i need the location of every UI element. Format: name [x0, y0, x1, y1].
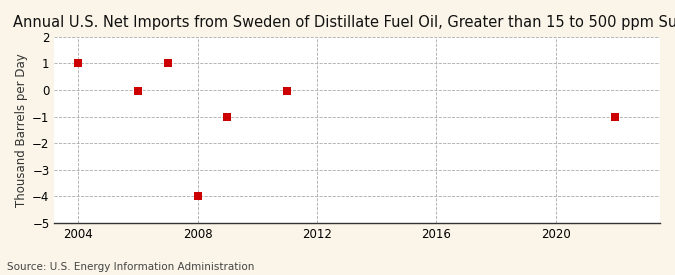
Point: [163, 61, 173, 65]
Title: Annual U.S. Net Imports from Sweden of Distillate Fuel Oil, Greater than 15 to 5: Annual U.S. Net Imports from Sweden of D…: [13, 15, 675, 30]
Text: Source: U.S. Energy Information Administration: Source: U.S. Energy Information Administ…: [7, 262, 254, 272]
Y-axis label: Thousand Barrels per Day: Thousand Barrels per Day: [15, 53, 28, 207]
Point: [192, 194, 203, 199]
Point: [73, 61, 84, 65]
Point: [281, 89, 292, 93]
Point: [132, 89, 143, 93]
Point: [610, 114, 620, 119]
Point: [222, 114, 233, 119]
